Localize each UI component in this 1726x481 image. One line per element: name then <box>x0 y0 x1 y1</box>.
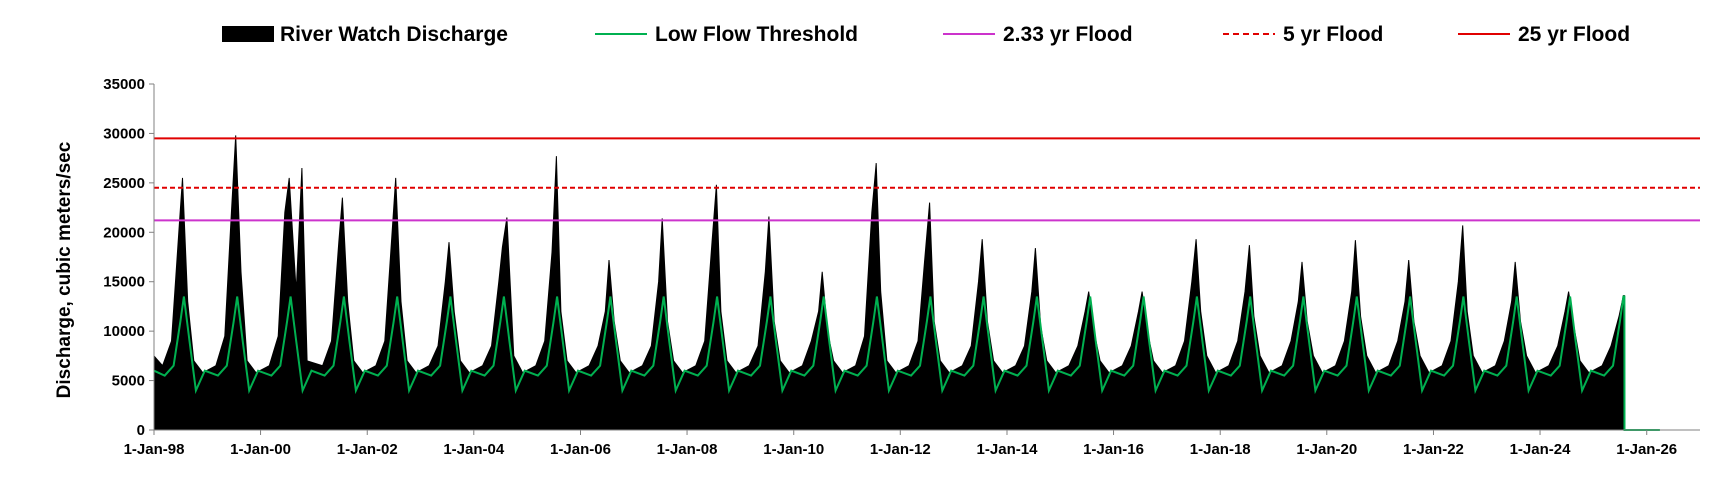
y-tick-label: 10000 <box>103 323 145 340</box>
y-axis: 0 5000 10000 15000 20000 25000 30000 35000 <box>103 76 155 439</box>
y-tick-label: 5000 <box>112 373 145 390</box>
legend-label-flood-25yr: 25 yr Flood <box>1518 23 1630 46</box>
y-tick-label: 35000 <box>103 76 145 93</box>
x-axis: 1-Jan-98 1-Jan-00 1-Jan-02 1-Jan-04 1-Jan-06… <box>124 429 1700 458</box>
x-tick-label: 1-Jan-20 <box>1296 441 1357 458</box>
x-tick-label: 1-Jan-08 <box>657 441 718 458</box>
x-tick-label: 1-Jan-00 <box>230 441 291 458</box>
legend-label-low-flow: Low Flow Threshold <box>655 23 858 46</box>
x-tick-label: 1-Jan-16 <box>1083 441 1144 458</box>
legend-label-flood-5yr: 5 yr Flood <box>1283 23 1383 46</box>
x-tick-label: 1-Jan-98 <box>124 441 185 458</box>
y-tick-label: 20000 <box>103 224 145 241</box>
y-tick-label: 15000 <box>103 274 145 291</box>
x-tick-label: 1-Jan-06 <box>550 441 611 458</box>
series-low-flow-threshold-line <box>153 295 1660 431</box>
legend-swatch-discharge <box>222 26 274 42</box>
legend: River Watch Discharge Low Flow Threshold… <box>222 23 1630 46</box>
x-tick-label: 1-Jan-18 <box>1190 441 1251 458</box>
y-axis-label: Discharge, cubic meters/sec <box>54 141 75 398</box>
plot-area <box>153 135 1700 431</box>
x-tick-label: 1-Jan-02 <box>337 441 398 458</box>
x-tick-label: 1-Jan-26 <box>1616 441 1677 458</box>
x-tick-label: 1-Jan-12 <box>870 441 931 458</box>
x-tick-label: 1-Jan-14 <box>977 441 1039 458</box>
series-river-watch-discharge-area <box>153 135 1660 431</box>
x-tick-label: 1-Jan-04 <box>443 441 505 458</box>
x-tick-label: 1-Jan-10 <box>763 441 824 458</box>
y-tick-label: 25000 <box>103 175 145 192</box>
x-tick-label: 1-Jan-22 <box>1403 441 1464 458</box>
y-tick-label: 30000 <box>103 125 145 142</box>
y-tick-label: 0 <box>137 422 145 439</box>
legend-label-flood-2-33yr: 2.33 yr Flood <box>1003 23 1133 46</box>
legend-label-discharge: River Watch Discharge <box>280 23 508 46</box>
x-tick-label: 1-Jan-24 <box>1510 441 1572 458</box>
